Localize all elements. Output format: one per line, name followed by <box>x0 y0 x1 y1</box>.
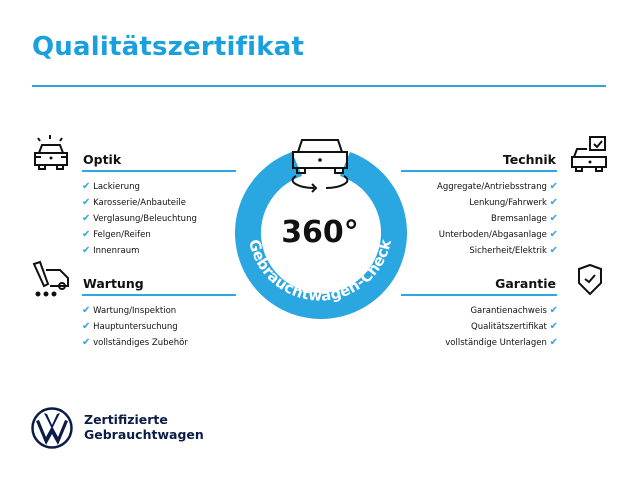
list-item: Aggregate/Antriebsstrang ✔ <box>437 181 558 192</box>
section-title-garantie: Garantie <box>495 276 556 291</box>
list-item: Qualitätszertifikat ✔ <box>471 321 558 332</box>
section-divider <box>401 294 557 296</box>
maintenance-van-icon <box>32 260 69 297</box>
wartung-list: ✔ Wartung/Inspektion ✔ Hauptuntersuchung… <box>82 303 188 351</box>
list-item: ✔ Felgen/Reifen <box>82 229 151 240</box>
section-divider <box>82 170 236 172</box>
list-item: Unterboden/Abgasanlage ✔ <box>438 229 558 240</box>
section-title-wartung: Wartung <box>83 276 144 291</box>
shield-check-icon <box>578 263 602 296</box>
list-item: ✔ Innenraum <box>82 245 140 256</box>
section-title-technik: Technik <box>502 152 556 167</box>
list-item: ✔ Hauptuntersuchung <box>82 321 178 332</box>
list-item: ✔ Verglasung/Beleuchtung <box>82 213 197 224</box>
list-item: ✔ vollständiges Zubehör <box>82 337 188 348</box>
page-title: Qualitätszertifikat <box>32 32 305 62</box>
optik-list: ✔ Lackierung ✔ Karosserie/Anbauteile ✔ V… <box>82 179 197 259</box>
list-item: Garantienachweis ✔ <box>470 305 558 316</box>
list-item: Lenkung/Fahrwerk ✔ <box>469 197 558 208</box>
vw-logo <box>31 407 73 449</box>
brand-name: Zertifizierte Gebrauchtwagen <box>84 412 204 442</box>
technik-list: Aggregate/Antriebsstrang ✔ Lenkung/Fahrw… <box>437 179 558 259</box>
section-divider <box>82 294 236 296</box>
car-rotate-icon <box>291 139 349 193</box>
list-item: Bremsanlage ✔ <box>491 213 558 224</box>
car-checkbox-icon <box>571 136 607 172</box>
360-check-badge: 360° Gebrauchtwagen-Check <box>234 139 407 319</box>
list-item: Sicherheit/Elektrik ✔ <box>469 245 558 256</box>
badge-ring <box>234 152 407 319</box>
list-item: vollständige Unterlagen ✔ <box>445 337 558 348</box>
section-divider <box>401 170 557 172</box>
section-title-optik: Optik <box>83 152 122 167</box>
list-item: ✔ Lackierung <box>82 181 140 192</box>
car-lights-icon <box>34 135 68 170</box>
badge-value: 360° <box>281 215 359 250</box>
list-item: ✔ Karosserie/Anbauteile <box>82 197 186 208</box>
garantie-list: Garantienachweis ✔ Qualitätszertifikat ✔… <box>445 303 558 351</box>
title-divider <box>32 85 606 87</box>
list-item: ✔ Wartung/Inspektion <box>82 305 177 316</box>
